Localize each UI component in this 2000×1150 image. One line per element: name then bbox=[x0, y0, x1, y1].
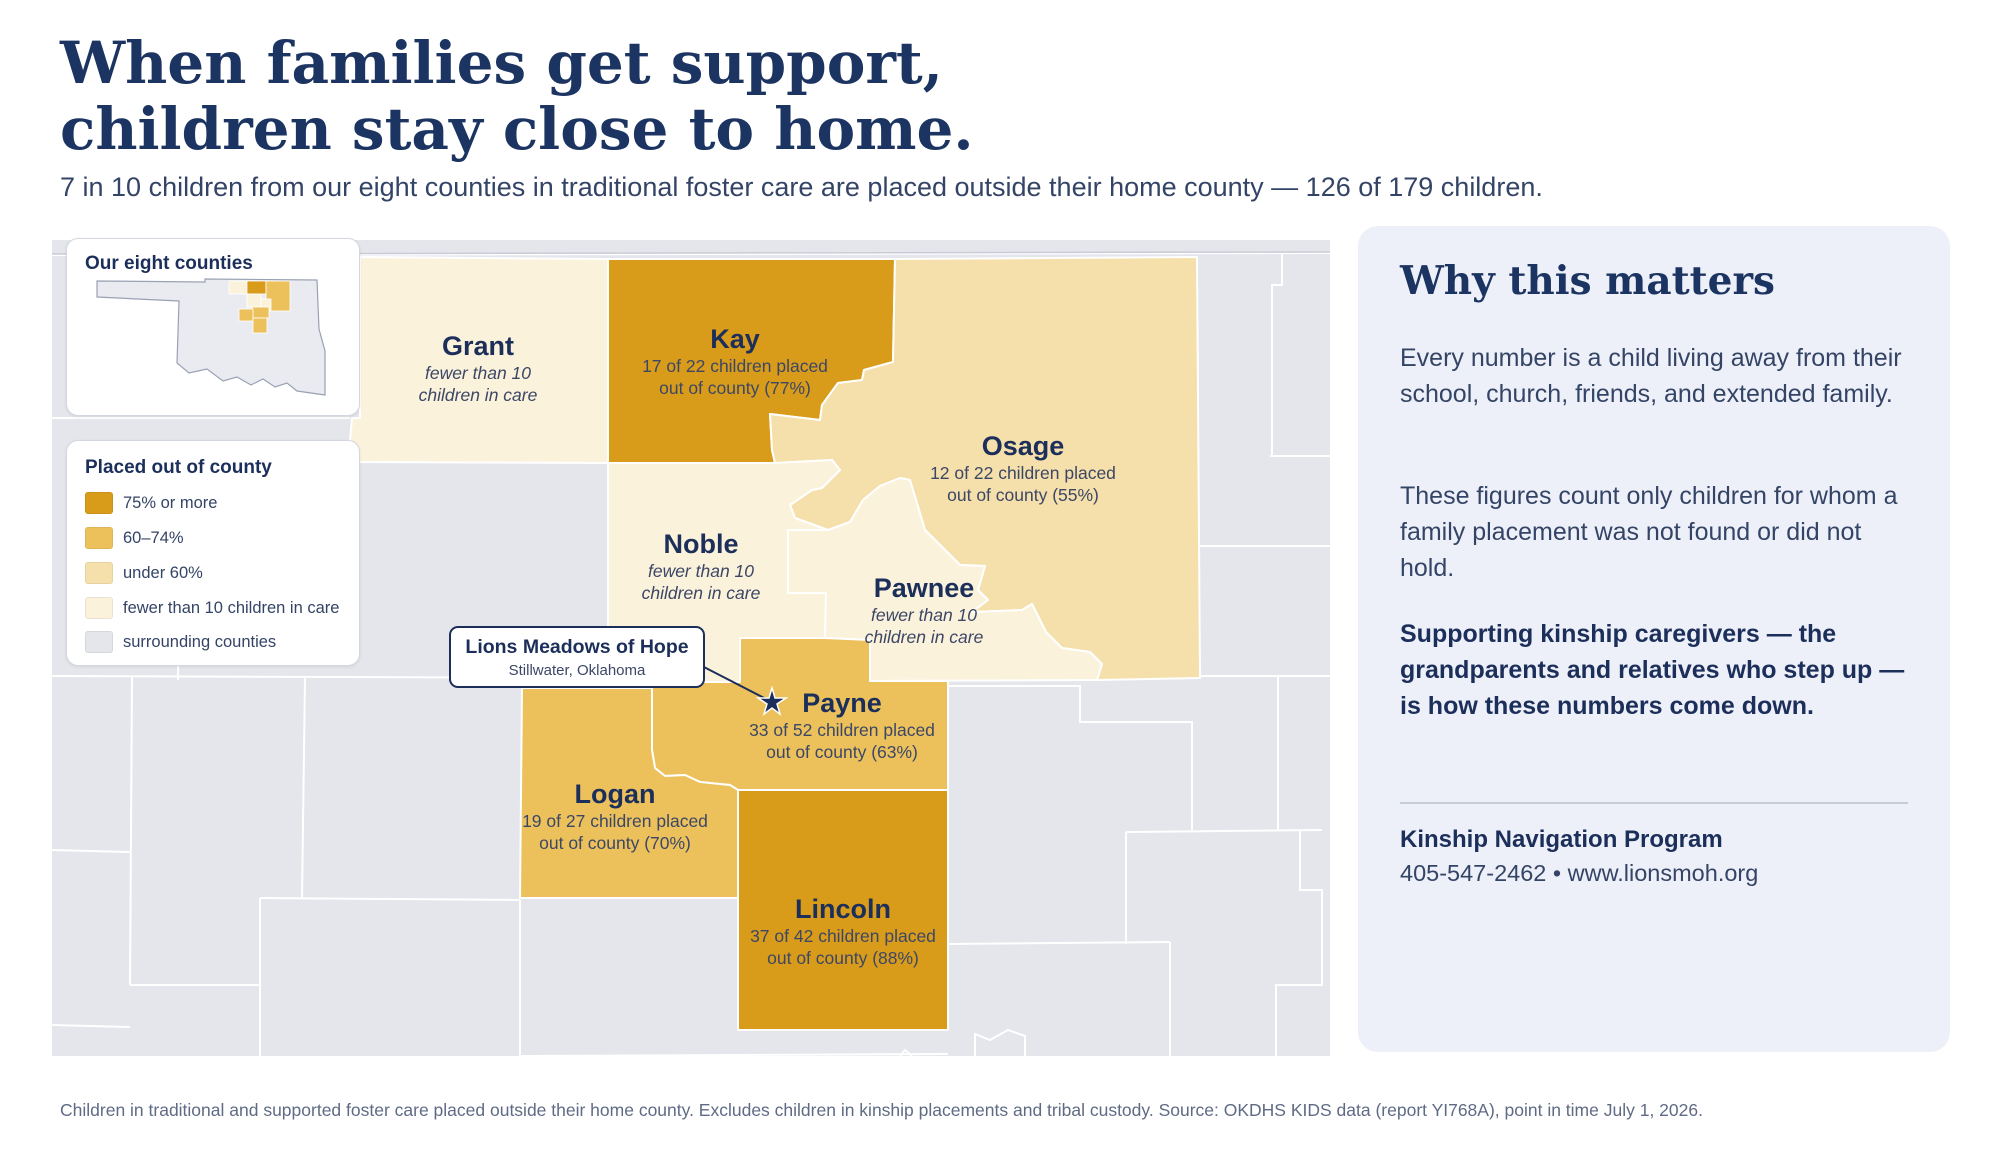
program-contact: 405-547-2462 • www.lionsmoh.org bbox=[1400, 860, 1759, 886]
headline-line-2: children stay close to home. bbox=[60, 95, 974, 163]
inset-county-lincoln bbox=[252, 317, 268, 334]
county-label-pawnee: Pawnee bbox=[874, 573, 975, 603]
inset-counties bbox=[228, 280, 291, 334]
surrounding-line bbox=[974, 1028, 1026, 1056]
legend-title: Placed out of county bbox=[85, 457, 272, 478]
county-label-logan: Logan bbox=[575, 779, 656, 809]
legend-label: fewer than 10 children in care bbox=[123, 598, 340, 617]
panel-paragraph-3: Supporting kinship caregivers — the gran… bbox=[1400, 620, 1905, 720]
legend-label: 60–74% bbox=[123, 528, 184, 547]
callout-place: Stillwater, Oklahoma bbox=[508, 662, 646, 679]
legend-swatch bbox=[85, 562, 113, 584]
surrounding-line bbox=[301, 677, 306, 899]
legend-item-75-plus: 75% or more bbox=[85, 491, 217, 515]
county-shape-logan bbox=[519, 687, 739, 899]
panel-paragraph-1: Every number is a child living away from… bbox=[1400, 344, 1902, 408]
county-stat-osage-1: 12 of 22 children placed bbox=[930, 463, 1116, 483]
legend-swatch bbox=[85, 597, 113, 619]
legend-swatch bbox=[85, 492, 113, 514]
panel-paragraph-2: These figures count only children for wh… bbox=[1400, 482, 1898, 582]
surrounding-line bbox=[259, 897, 521, 901]
county-stat-lincoln-2: out of county (88%) bbox=[767, 948, 919, 968]
footnote: Children in traditional and supported fo… bbox=[60, 1100, 1703, 1120]
county-labels: Grant fewer than 10 children in care Kay… bbox=[419, 324, 1116, 968]
surrounding-line bbox=[899, 1048, 913, 1056]
surrounding-line bbox=[52, 849, 131, 853]
legend-swatch bbox=[85, 527, 113, 549]
surrounding-line bbox=[948, 685, 1193, 830]
county-stat-osage-2: out of county (55%) bbox=[947, 485, 1099, 505]
oklahoma-outline bbox=[96, 278, 326, 396]
legend: Placed out of county 75% or more 60–74% … bbox=[66, 440, 360, 666]
inset-county-noble bbox=[246, 293, 262, 308]
surrounding-line bbox=[1125, 829, 1323, 833]
county-stat-lincoln-1: 37 of 42 children placed bbox=[750, 926, 936, 946]
star-icon bbox=[755, 685, 789, 716]
inset-county-kay bbox=[246, 280, 267, 295]
headline-line-1: When families get support, bbox=[60, 29, 943, 97]
county-stat-grant-2: children in care bbox=[419, 385, 538, 405]
surrounding-line bbox=[1275, 830, 1323, 1056]
surrounding-line bbox=[947, 941, 1171, 945]
legend-item-60-74: 60–74% bbox=[85, 526, 184, 550]
county-label-osage: Osage bbox=[982, 431, 1065, 461]
panel-title: Why this matters bbox=[1400, 258, 1775, 304]
callout-leader-line bbox=[699, 664, 769, 701]
inset-county-logan bbox=[238, 308, 254, 322]
county-stat-logan-1: 19 of 27 children placed bbox=[522, 811, 708, 831]
county-stat-pawnee-1: fewer than 10 bbox=[871, 605, 977, 625]
county-stat-noble-2: children in care bbox=[642, 583, 761, 603]
inset-county-payne bbox=[251, 306, 270, 319]
surrounding-line bbox=[1271, 253, 1283, 456]
callout-name: Lions Meadows of Hope bbox=[465, 636, 689, 658]
legend-item-under-60: under 60% bbox=[85, 561, 203, 585]
oklahoma-locator-map bbox=[96, 278, 326, 396]
legend-label: surrounding counties bbox=[123, 632, 277, 651]
county-label-grant: Grant bbox=[442, 331, 514, 361]
county-shape-lincoln bbox=[737, 789, 949, 1031]
program-name: Kinship Navigation Program bbox=[1400, 826, 1723, 853]
headline: When families get support, children stay… bbox=[60, 30, 974, 162]
county-stat-payne-2: out of county (63%) bbox=[766, 742, 918, 762]
legend-item-surrounding: surrounding counties bbox=[85, 630, 276, 654]
county-label-lincoln: Lincoln bbox=[795, 894, 891, 924]
panel-divider bbox=[1400, 802, 1908, 804]
surrounding-line bbox=[52, 1024, 131, 1028]
county-stat-payne-1: 33 of 52 children placed bbox=[749, 720, 935, 740]
surrounding-line bbox=[519, 1053, 949, 1056]
inset-title: Our eight counties bbox=[85, 253, 253, 274]
surrounding-line bbox=[129, 675, 133, 986]
county-stat-noble-1: fewer than 10 bbox=[648, 561, 754, 581]
county-stat-grant-1: fewer than 10 bbox=[425, 363, 531, 383]
county-label-noble: Noble bbox=[663, 529, 738, 559]
legend-item-fewer-10: fewer than 10 children in care bbox=[85, 596, 339, 620]
location-callout: Lions Meadows of Hope Stillwater, Oklaho… bbox=[449, 626, 705, 688]
subtitle: 7 in 10 children from our eight counties… bbox=[60, 172, 1543, 202]
highlighted-counties bbox=[347, 256, 1201, 1031]
county-label-payne: Payne bbox=[802, 688, 882, 718]
inset-county-grant bbox=[228, 280, 248, 295]
legend-swatch bbox=[85, 631, 113, 653]
locator-inset: Our eight counties bbox=[66, 238, 360, 416]
county-label-kay: Kay bbox=[710, 324, 760, 354]
county-stat-pawnee-2: children in care bbox=[865, 627, 984, 647]
surrounding-county-lines bbox=[52, 252, 1330, 1056]
county-stat-kay-2: out of county (77%) bbox=[659, 378, 811, 398]
legend-label: 75% or more bbox=[123, 493, 218, 512]
county-stat-kay-1: 17 of 22 children placed bbox=[642, 356, 828, 376]
why-this-matters-panel: Why this matters Every number is a child… bbox=[1358, 226, 1950, 1052]
county-stat-logan-2: out of county (70%) bbox=[539, 833, 691, 853]
legend-label: under 60% bbox=[123, 563, 203, 582]
